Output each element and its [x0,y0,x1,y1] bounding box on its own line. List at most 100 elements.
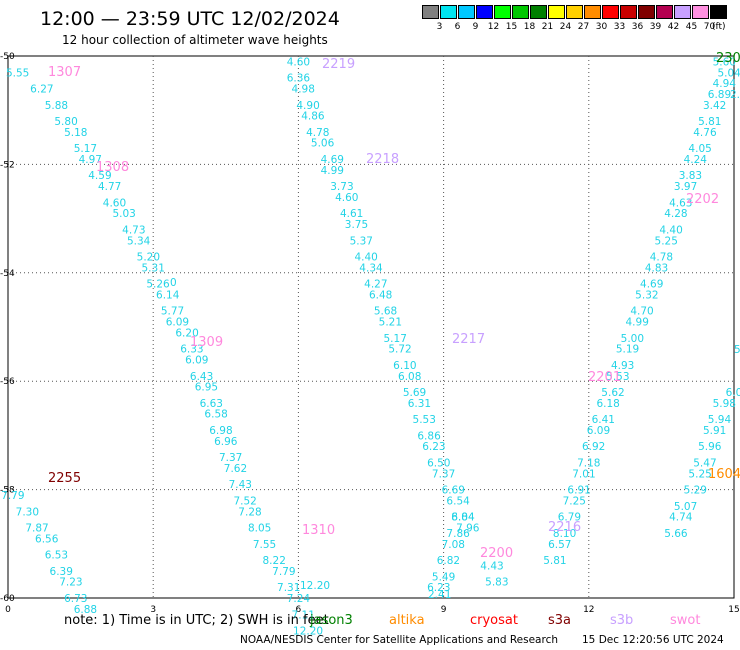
swh-values: 5.556.275.885.805.185.174.974.594.774.60… [1,56,740,637]
swh-value: 5.72 [388,344,411,356]
legend-label: 39 [649,22,662,32]
swh-value: 5.68 [374,306,397,318]
swh-value: 6.69 [442,485,465,497]
swh-value: 7.08 [442,539,465,551]
misc-label: 2.2 [730,89,740,101]
satellite-label: jason3 [310,613,353,628]
swh-value: 5.29 [684,485,707,497]
swh-value: 6.09 [587,425,610,437]
legend-swatch [638,5,655,19]
legend-swatch [548,5,565,19]
x-tick-label: 15 [728,605,739,615]
swh-value: 5.81 [543,555,566,567]
legend-label: 45 [685,22,698,32]
swh-value: 4.60 [335,192,358,204]
swh-value: 4.28 [664,208,687,220]
legend-swatch [440,5,457,19]
swh-value: 7.24 [287,593,311,605]
swh-value: 5.60 [713,56,736,68]
swh-value: 5.53 [413,414,436,426]
swh-value: 6.84 [451,512,475,524]
swh-value: 7.86 [446,528,470,540]
legend-swatch [530,5,547,19]
swh-value: 6.33 [180,344,203,356]
legend-label: 33 [613,22,626,32]
swh-value: 5.34 [127,235,151,247]
swh-value: 5.21 [379,317,402,329]
swh-value: 7.87 [25,523,48,535]
map-border [7,55,735,599]
swh-value: 6.36 [287,73,311,85]
pass-id-label: 1308 [96,160,129,175]
legend-label: 70 [703,22,716,32]
swh-value: 5.17 [74,143,97,155]
swh-value: 5.19 [616,344,639,356]
swh-value: 5.83 [485,577,508,589]
swh-value: 4.60 [103,197,126,209]
swh-value: 4.70 [630,306,653,318]
legend-swatch [674,5,691,19]
swh-value: 4.90 [296,100,319,112]
swh-value: 7.28 [238,506,261,518]
legend-swatch [458,5,475,19]
swh-value: 6.92 [582,441,605,453]
swh-value: 7.30 [16,506,39,518]
satellite-label: s3a [548,613,572,628]
legend-unit: (ft) [712,22,726,32]
y-tick-label: -58 [0,486,15,496]
swh-value: 6.50 [427,458,450,470]
swh-value: 4.78 [650,252,673,264]
swh-value: 4.86 [301,111,325,123]
swh-value: 6.63 [200,398,223,410]
swh-value: 5.26 [146,279,170,291]
swh-value: 5.37 [350,235,373,247]
swh-value: 5.04 [717,67,740,79]
swh-value: 4.69 [321,154,344,166]
x-tick-label: 6 [296,605,302,615]
swh-value: 4.59 [88,170,111,182]
swh-value: 6.41 [592,414,615,426]
swh-value: 6.88 [74,604,97,616]
swh-value: 5.94 [708,414,732,426]
swh-value: 4.99 [321,165,344,177]
wave-height-legend: 3 6 9 12 15 18 21 24 27 30 33 36 39 42 45 70 [422,5,728,35]
legend-swatch [494,5,511,19]
swh-value: 5.20 [137,252,160,264]
pass-id-label: 2219 [322,57,355,72]
swh-value: 5.07 [674,501,697,513]
swh-value: 5.55 [6,67,29,79]
swh-value: 5.47 [693,458,716,470]
swh-value: 4.24 [684,154,708,166]
swh-value: 4.99 [626,317,649,329]
pass-ids: 1307 1308 1309 1310 2255 2219 2218 2217 2200 2216… [48,51,740,561]
legend-swatch [422,5,439,19]
swh-value: 5.80 [54,116,77,128]
swh-value: 7.18 [577,458,600,470]
legend-label: 42 [667,22,680,32]
swh-value: 5.77 [161,306,184,318]
swh-value: 4.83 [645,262,668,274]
legend-label: 15 [505,22,518,32]
swh-value: 5.31 [142,262,165,274]
swh-value: 5.98 [713,398,736,410]
swh-value: 4.27 [364,279,387,291]
swh-value: 4.40 [659,224,682,236]
swh-value: 4.60 [287,56,310,68]
swh-value: 7.96 [456,523,480,535]
swh-value: 7.11 [292,609,315,621]
satellite-label: swot [670,613,701,628]
y-tick-label: -54 [0,269,15,279]
legend-label: 24 [559,22,572,32]
pass-id-label: 2255 [48,471,81,486]
misc-label: 0 [170,277,177,289]
y-tick-label: -50 [0,52,15,62]
y-tick-label: -56 [0,377,15,387]
legend-swatch [692,5,709,19]
swh-value: 4.78 [306,127,329,139]
swh-value: 3.73 [330,181,353,193]
swh-value: 12.20 [293,626,323,638]
legend-swatch [566,5,583,19]
swh-value: 5.00 [621,333,644,345]
swh-value: 6.18 [596,398,619,410]
swh-value: 4.34 [359,262,383,274]
